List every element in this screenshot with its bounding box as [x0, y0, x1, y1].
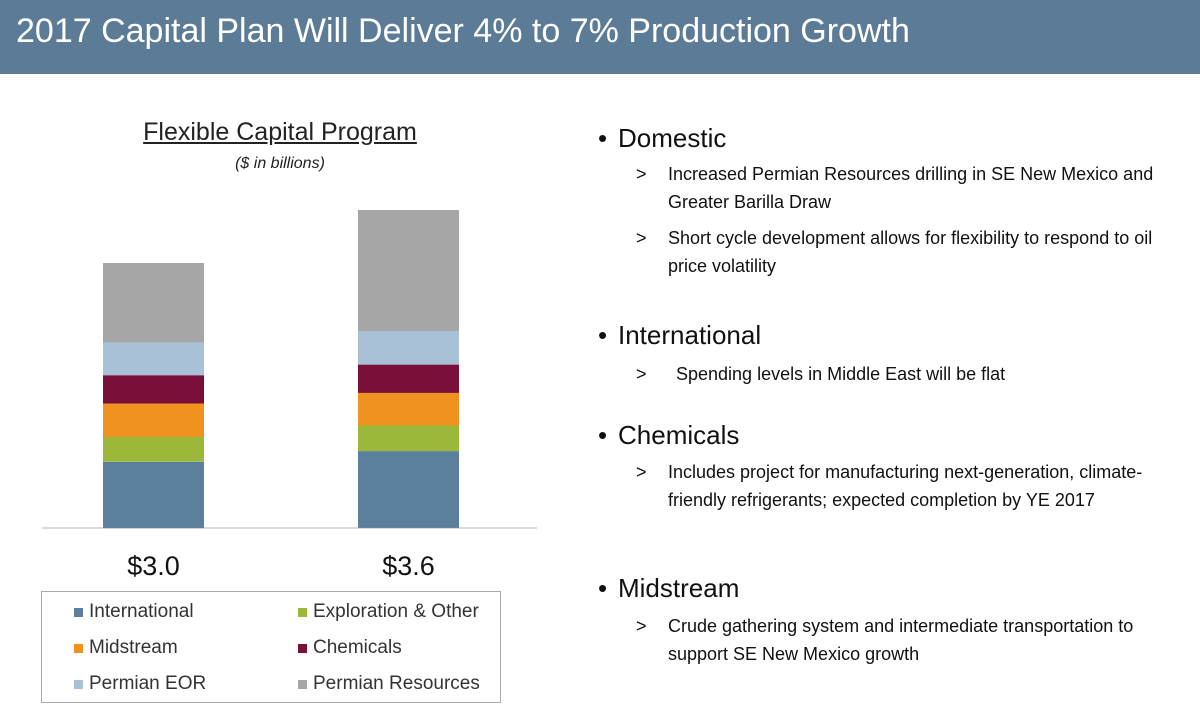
legend-label: Permian EOR	[89, 673, 207, 694]
bar-segment-permian-eor-1	[103, 342, 204, 376]
bar-segment-exploration-other-2	[358, 425, 459, 452]
chart-title: Flexible Capital Program	[143, 118, 417, 146]
section-domestic-item-1: > Increased Permian Resources drilling i…	[636, 160, 1156, 216]
stacked-bar-chart: $3.0 $3.6	[42, 210, 537, 581]
item-text: Crude gathering system and intermediate …	[668, 616, 1134, 664]
chevron-marker: >	[636, 616, 647, 636]
legend-swatch	[74, 607, 83, 617]
bar-segment-permian-resources-1	[103, 263, 204, 343]
section-domestic-item-2: > Short cycle development allows for fle…	[636, 224, 1156, 280]
legend-item-midstream: Midstream	[74, 637, 178, 659]
item-text: Spending levels in Middle East will be f…	[676, 364, 1006, 384]
legend-label: Permian Resources	[313, 673, 480, 694]
bar-segment-international-1	[103, 461, 204, 529]
section-heading: Chemicals	[618, 420, 740, 450]
legend-swatch	[298, 679, 307, 689]
category-label: $3.0	[127, 551, 180, 581]
page-title: 2017 Capital Plan Will Deliver 4% to 7% …	[16, 12, 910, 50]
item-text: Short cycle development allows for flexi…	[668, 228, 1153, 276]
section-midstream-item-1: > Crude gathering system and intermediat…	[636, 612, 1156, 668]
bullet-glyph: •	[598, 573, 608, 603]
chevron-marker: >	[636, 164, 647, 184]
legend-swatch	[74, 643, 83, 653]
section-domestic-heading: • Domestic	[598, 123, 726, 154]
chevron-marker: >	[636, 228, 647, 248]
item-text: Increased Permian Resources drilling in …	[668, 164, 1154, 212]
bar-segment-exploration-other-1	[103, 437, 204, 462]
section-midstream-heading: • Midstream	[598, 573, 739, 604]
legend-label: Midstream	[89, 637, 178, 658]
legend-label: Exploration & Other	[313, 601, 479, 622]
legend-swatch	[74, 679, 83, 689]
bullet-glyph: •	[598, 123, 608, 153]
chevron-marker: >	[636, 462, 647, 482]
bullet-glyph: •	[598, 420, 608, 450]
bar-segment-permian-eor-2	[358, 331, 459, 365]
legend-item-chemicals: Chemicals	[298, 637, 402, 659]
section-international-heading: • International	[598, 320, 761, 351]
section-chemicals-item-1: > Includes project for manufacturing nex…	[636, 458, 1188, 514]
category-label: $3.6	[382, 551, 435, 581]
section-heading: Domestic	[618, 123, 727, 153]
legend-item-permian-eor: Permian EOR	[74, 673, 206, 695]
bullet-glyph: •	[598, 320, 608, 350]
legend-label: Chemicals	[313, 637, 402, 658]
legend-item-international: International	[74, 601, 194, 623]
title-bar: 2017 Capital Plan Will Deliver 4% to 7% …	[0, 0, 1200, 74]
chart-legend: International Exploration & Other Midstr…	[41, 591, 501, 703]
legend-label: International	[89, 601, 194, 622]
bar-segment-permian-resources-2	[358, 210, 459, 331]
item-text: Includes project for manufacturing next-…	[668, 462, 1143, 510]
legend-swatch	[298, 643, 307, 653]
bar-segment-midstream-2	[358, 392, 459, 426]
legend-swatch	[298, 607, 307, 617]
bar-segment-chemicals-2	[358, 364, 459, 393]
bar-segment-midstream-1	[103, 403, 204, 437]
chevron-marker: >	[636, 364, 647, 384]
section-chemicals-heading: • Chemicals	[598, 420, 739, 451]
legend-item-permian-resources: Permian Resources	[298, 673, 480, 695]
legend-item-exploration: Exploration & Other	[298, 601, 479, 623]
chart-subtitle: ($ in billions)	[235, 155, 325, 172]
section-heading: Midstream	[618, 573, 740, 603]
section-heading: International	[618, 320, 762, 350]
bar-segment-international-2	[358, 451, 459, 528]
bar-segment-chemicals-1	[103, 375, 204, 404]
section-international-item-1: > Spending levels in Middle East will be…	[636, 360, 1156, 388]
